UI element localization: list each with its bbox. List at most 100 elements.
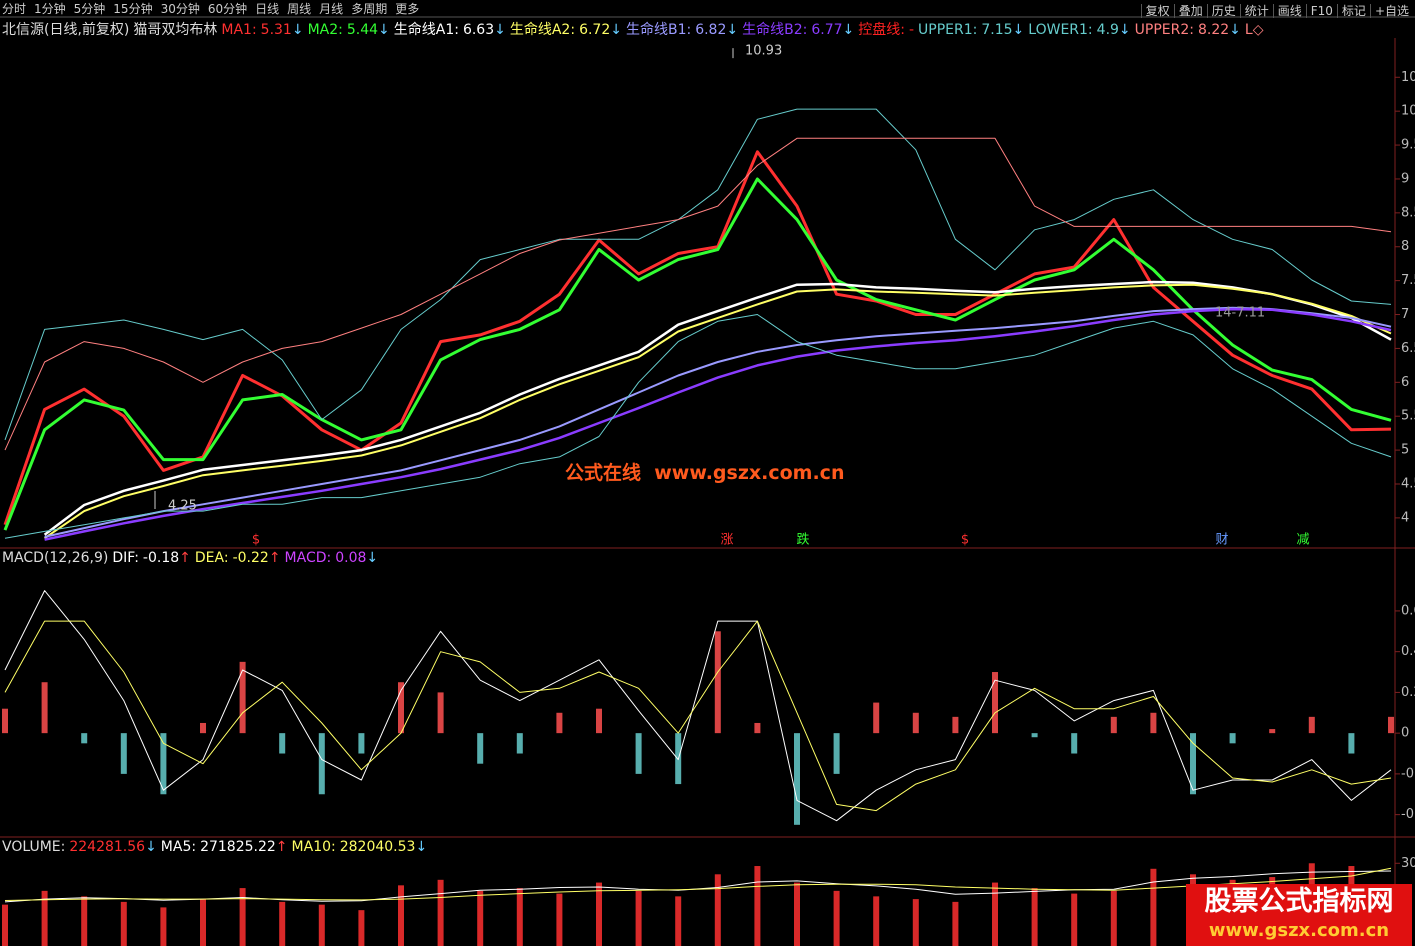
bar bbox=[279, 901, 286, 946]
bar bbox=[437, 879, 444, 946]
y-tick-label: 10.5 bbox=[1401, 70, 1415, 85]
bar bbox=[41, 682, 48, 734]
bar bbox=[992, 882, 998, 946]
tool-button[interactable]: 画线 bbox=[1272, 4, 1302, 18]
high-label: 10.93 bbox=[745, 44, 782, 59]
legend-trend: ↓ bbox=[726, 22, 739, 38]
bar bbox=[1071, 893, 1078, 946]
period-tab[interactable]: 5分钟 bbox=[73, 2, 106, 16]
y-tick-label: 9.5 bbox=[1401, 138, 1415, 153]
y-tick-label: 0 bbox=[1401, 726, 1409, 741]
bar bbox=[318, 733, 325, 795]
bar bbox=[239, 888, 246, 946]
legend-trend: ↑ bbox=[179, 550, 191, 566]
legend-value: 4.9 bbox=[1096, 22, 1119, 38]
y-tick-label: 7.5 bbox=[1401, 273, 1415, 288]
tool-button[interactable]: 复权 bbox=[1140, 4, 1170, 18]
bar bbox=[992, 672, 998, 734]
bar bbox=[794, 882, 800, 946]
series-line bbox=[3, 150, 1392, 526]
axis-labels: 4 4.5 5 5.5 6 6.5 7 7.5 8 8.5 9 9.5 10 10.5 -0.4 -0.2 0 0… bbox=[1401, 70, 1415, 871]
legend-name: DEA: bbox=[194, 550, 229, 566]
legend-name: MA10: bbox=[291, 839, 336, 855]
bar bbox=[794, 733, 800, 825]
y-tick-label: 9 bbox=[1401, 171, 1409, 186]
legend-name: LOWER1: bbox=[1028, 22, 1093, 38]
bar bbox=[1150, 712, 1157, 734]
bar bbox=[200, 722, 206, 734]
bar bbox=[477, 890, 484, 946]
signal-marker: 财 bbox=[1215, 533, 1228, 548]
tool-button[interactable]: 叠加 bbox=[1173, 4, 1203, 18]
legend-value: 7.15 bbox=[981, 22, 1013, 38]
signal-marker: 跌 bbox=[796, 532, 809, 548]
tool-button[interactable]: F10 bbox=[1305, 4, 1333, 18]
series-line bbox=[43, 280, 1392, 536]
bar bbox=[200, 899, 206, 946]
panel-title: 北信源(日线,前复权) bbox=[2, 22, 130, 38]
y-tick-label: 0.2 bbox=[1401, 685, 1415, 700]
period-tab[interactable]: 15分钟 bbox=[113, 2, 153, 16]
series-line bbox=[4, 590, 1392, 822]
legend-value: -0.22 bbox=[232, 550, 269, 566]
legend-value: 0.08 bbox=[335, 550, 367, 566]
bar bbox=[1348, 733, 1355, 754]
signal-marker: $ bbox=[252, 533, 260, 548]
tool-button[interactable]: +自选 bbox=[1369, 4, 1409, 18]
legend-name: MA5: bbox=[160, 839, 197, 855]
tool-button[interactable]: 统计 bbox=[1239, 4, 1269, 18]
bar bbox=[873, 896, 880, 946]
legend-trend: ↓ bbox=[1118, 22, 1131, 38]
legend-value: 6.82 bbox=[695, 22, 727, 38]
legend-trend: ↓ bbox=[378, 22, 390, 38]
period-tab[interactable]: 1分钟 bbox=[34, 2, 66, 16]
tool-button[interactable]: 标记 bbox=[1336, 4, 1366, 18]
bar bbox=[912, 899, 919, 946]
bar bbox=[1110, 716, 1117, 734]
bar bbox=[437, 692, 444, 734]
legend-name: UPPER2: bbox=[1134, 22, 1194, 38]
note-label: 14-7.11 bbox=[1215, 306, 1265, 321]
bar bbox=[754, 866, 761, 946]
period-tab[interactable]: 多周期 bbox=[351, 2, 388, 16]
y-tick-label: 6.5 bbox=[1401, 341, 1415, 356]
bar bbox=[873, 702, 880, 734]
period-tab[interactable]: 60分钟 bbox=[207, 2, 248, 16]
bar bbox=[556, 712, 563, 734]
series-line bbox=[3, 177, 1392, 531]
bar bbox=[398, 885, 404, 946]
bar bbox=[912, 712, 919, 734]
legend-value: 6.77 bbox=[811, 22, 843, 38]
bar bbox=[1071, 733, 1078, 754]
series-line bbox=[44, 306, 1392, 538]
bar bbox=[516, 733, 523, 754]
legend-trend: ↓ bbox=[415, 839, 428, 855]
watermark-text: 股票公式指标网 bbox=[1204, 886, 1394, 917]
legend-name: DIF: bbox=[112, 550, 139, 566]
bar bbox=[477, 733, 484, 764]
y-tick-label: 7 bbox=[1401, 307, 1409, 322]
bar bbox=[1388, 716, 1394, 734]
period-tab[interactable]: 周线 bbox=[287, 2, 312, 16]
tool-button[interactable]: 历史 bbox=[1206, 4, 1236, 18]
legend-value: 5.31 bbox=[260, 22, 292, 38]
y-tick-label: 8.5 bbox=[1401, 205, 1415, 220]
bar bbox=[1150, 868, 1157, 946]
legend-name: 生命线B2: bbox=[742, 22, 808, 38]
period-tab[interactable]: 30分钟 bbox=[160, 2, 200, 16]
period-tab[interactable]: 分时 bbox=[2, 2, 27, 16]
bar bbox=[120, 733, 127, 774]
period-tab[interactable]: 更多 bbox=[395, 2, 420, 16]
period-tab[interactable]: 日线 bbox=[255, 2, 280, 16]
legend-trend: ↑ bbox=[268, 550, 281, 566]
legend-name: 生命线A2: bbox=[509, 22, 576, 38]
bar bbox=[1190, 733, 1196, 795]
bar bbox=[358, 733, 365, 754]
period-tab[interactable]: 月线 bbox=[319, 2, 344, 16]
corner-watermark: 股票公式指标网 www.gszx.com.cn bbox=[1186, 884, 1412, 946]
series-line bbox=[4, 137, 1392, 451]
y-tick-label: 0.4 bbox=[1401, 644, 1415, 659]
bar bbox=[714, 874, 721, 946]
